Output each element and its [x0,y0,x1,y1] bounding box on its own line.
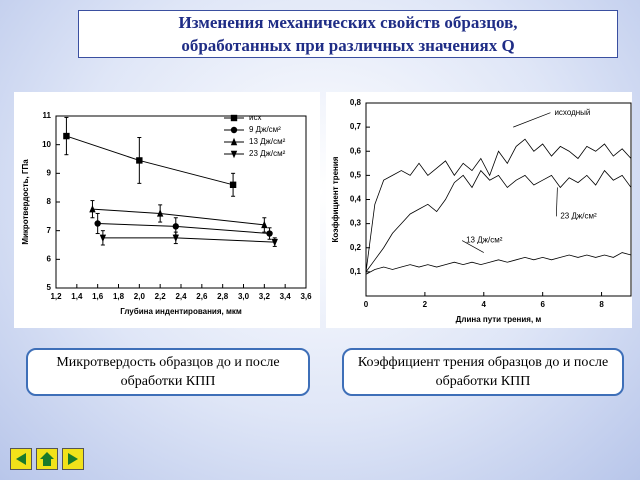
x-tick-label: 1,8 [113,292,125,301]
y-tick-label: 6 [47,254,52,263]
marker [261,220,268,229]
y-tick-label: 0,3 [350,219,362,228]
y-tick-label: 11 [43,111,52,120]
nav-back[interactable] [10,448,32,470]
series-line [365,138,632,272]
nav-forward[interactable] [62,448,84,470]
y-tick-label: 0,7 [350,122,362,131]
series-line [365,169,632,273]
y-tick-label: 7 [47,226,52,235]
slide-title: Изменения механических свойств образцов,… [78,10,618,58]
x-tick-label: 2,6 [196,292,208,301]
x-tick-label: 2,2 [155,292,167,301]
marker [156,209,164,217]
marker [136,157,143,164]
title-line: Изменения механических свойств образцов, [178,13,518,32]
y-tick-label: 0,1 [350,267,362,276]
marker [89,204,96,213]
x-tick-label: 1,6 [92,292,104,301]
annotation: 23 Дж/см² [560,211,597,220]
y-tick-label: 0,2 [350,243,362,252]
y-axis-label: Коэффициент трения [331,156,340,242]
annotation-leader [461,240,484,253]
legend-marker [230,126,238,134]
caption: Коэффициент трения образцов до и после о… [342,348,624,396]
y-tick-label: 8 [47,197,52,206]
annotation: исходный [554,108,590,117]
legend-entry: 13 Дж/см² [249,137,286,146]
marker [172,234,179,243]
legend-entry: 23 Дж/см² [249,149,286,158]
legend-marker [230,137,238,146]
x-tick-label: 4 [482,300,487,309]
x-axis-label: Глубина индентирования, мкм [120,307,242,316]
nav-home[interactable] [36,448,58,470]
marker [271,238,278,247]
y-tick-label: 9 [47,168,52,177]
x-axis-label: Длина пути трения, м [456,315,542,324]
annotation-leader [513,112,551,128]
x-tick-label: 2 [423,300,428,309]
marker [266,230,273,237]
y-tick-label: 0,8 [350,98,362,107]
chart-panel [326,92,632,328]
annotation-leader [555,187,558,217]
x-tick-label: 3,0 [238,292,250,301]
y-tick-label: 0,4 [350,195,362,204]
y-tick-label: 10 [42,140,51,149]
series-line [365,252,632,275]
x-tick-label: 1,4 [71,292,83,301]
caption: Микротвердость образцов до и после обраб… [26,348,310,396]
x-tick-label: 1,2 [50,292,62,301]
x-tick-label: 3,2 [259,292,271,301]
x-tick-label: 8 [599,300,604,309]
x-tick-label: 2,0 [134,292,146,301]
x-tick-label: 2,4 [175,292,187,301]
x-tick-label: 2,8 [217,292,229,301]
x-tick-label: 3,6 [300,292,312,301]
legend-marker [230,114,238,122]
legend-marker [230,150,238,159]
legend-entry: исх [249,113,261,122]
annotation: 13 Дж/см² [466,236,503,245]
legend-entry: 9 Дж/см² [249,125,281,134]
y-tick-label: 0,6 [350,146,362,155]
x-tick-label: 6 [540,300,545,309]
y-tick-label: 5 [47,283,52,292]
y-axis-label: Микротвердость, ГПа [21,159,30,245]
y-tick-label: 0,5 [350,170,362,179]
marker [99,234,107,243]
marker [229,181,237,188]
marker [63,132,70,140]
chart-panel [14,92,320,328]
x-tick-label: 0 [364,300,369,309]
x-tick-label: 3,4 [280,292,292,301]
marker [94,220,101,227]
marker [172,223,179,230]
title-line: обработанных при различных значениях Q [181,36,515,55]
